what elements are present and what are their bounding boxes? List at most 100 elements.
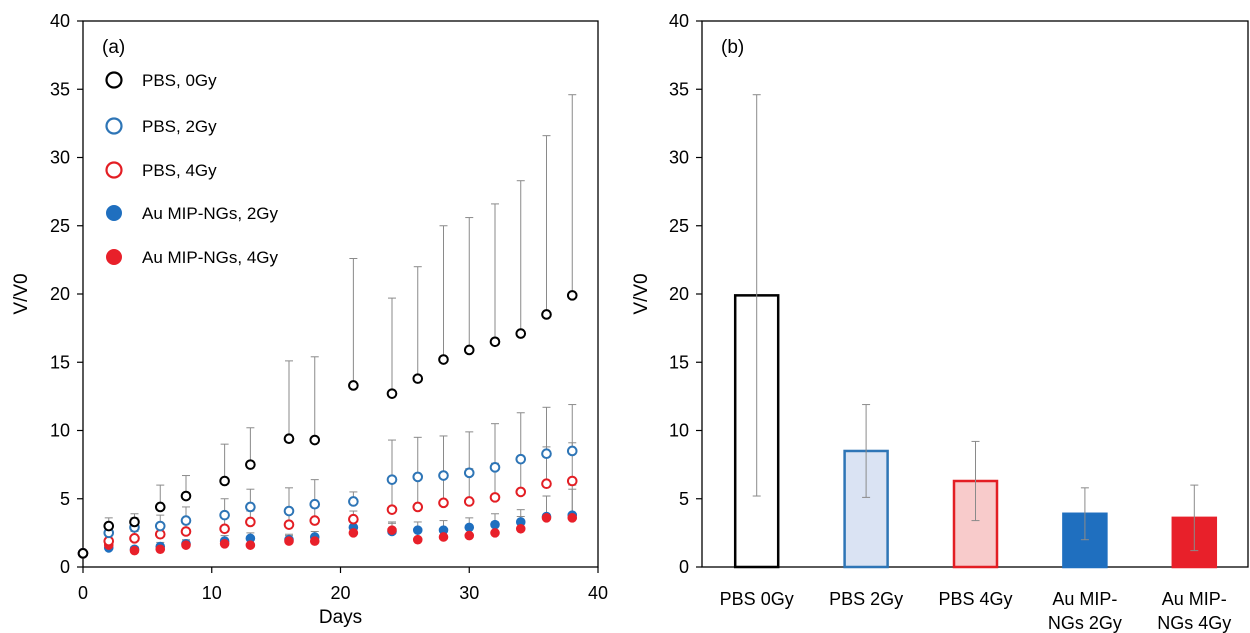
y-tick-label: 5 [60,489,70,509]
data-point [77,548,89,559]
data-point [245,516,256,528]
legend-marker [106,205,122,221]
panel-label: (b) [721,37,744,58]
data-point [489,462,501,473]
data-point [541,478,552,490]
y-tick-label: 25 [669,216,689,236]
x-category-label: PBS 4Gy [938,589,1012,609]
data-point [245,459,256,470]
data-point [309,536,320,546]
panel-b-bar-chart: 0 5 10 15 20 25 30 35 40 V/V0 (b) PBS 0Gy PBS 2Gy PBS… [631,11,1249,633]
data-point [309,515,321,526]
data-point [566,290,578,301]
data-point [283,505,295,517]
data-point [567,513,578,523]
x-tick-label: 10 [202,583,222,603]
data-point [245,501,256,513]
legend-entry: PBS, 0Gy [142,71,217,90]
data-point [412,525,423,535]
data-point [438,497,449,509]
data-point [129,516,140,528]
legend-marker [106,249,122,265]
data-point [283,519,295,530]
x-category-label: Au MIP- [1162,589,1227,609]
y-tick-label: 20 [669,284,689,304]
data-point [348,496,359,507]
data-point [566,445,578,457]
legend-entry: PBS, 4Gy [142,161,217,180]
data-point [412,471,424,483]
data-point [489,336,501,348]
legend-entry: PBS, 2Gy [142,117,217,136]
data-point [154,501,166,513]
data-point [412,501,424,513]
legend-marker [105,117,123,135]
y-tick-label: 30 [50,148,70,168]
data-point [386,474,398,485]
legend-entry: Au MIP-NGs, 4Gy [142,248,279,267]
legend-marker [105,161,123,179]
legend-entry: Au MIP-NGs, 2Gy [142,204,279,223]
y-tick-label: 35 [50,79,70,99]
y-tick-label: 25 [50,216,70,236]
data-point [348,513,359,525]
data-point [515,328,527,339]
y-tick-label: 15 [50,352,70,372]
data-point [103,520,115,532]
x-category-label: NGs 2Gy [1048,613,1122,633]
panel-a-scatter-chart: 0 5 10 15 20 25 30 35 40 0 10 20 30 40 Days V/V0 (a) PBS,… [11,11,608,628]
data-point [219,475,230,487]
data-point [386,388,398,399]
x-category-label: PBS 0Gy [720,589,794,609]
data-point [180,490,192,502]
data-point [348,380,359,391]
data-point [154,520,166,532]
data-point [180,515,192,526]
data-point [181,540,191,550]
data-point [412,373,424,384]
data-point [566,475,578,487]
data-point [309,498,321,510]
x-tick-label: 20 [330,583,350,603]
data-point [219,509,230,521]
data-point [284,536,294,546]
data-point [438,470,449,481]
data-point [489,492,501,503]
y-tick-label: 5 [679,489,689,509]
data-point [129,533,140,544]
data-point [515,453,527,465]
y-tick-label: 30 [669,148,689,168]
data-point [463,496,475,507]
data-point [515,523,526,534]
y-tick-label: 10 [669,421,689,441]
data-point [464,522,475,533]
y-axis-label: V/V0 [11,273,32,314]
x-tick-label: 40 [588,583,608,603]
x-category-label: Au MIP- [1052,589,1117,609]
data-point [541,309,552,320]
y-tick-label: 20 [50,284,70,304]
data-point [464,530,475,541]
data-point [463,344,475,356]
data-point [541,448,552,460]
data-point [348,528,359,538]
y-tick-label: 40 [669,11,689,31]
data-point [219,523,230,535]
panel-label: (a) [102,37,125,58]
y-tick-label: 10 [50,421,70,441]
data-point [155,544,166,555]
data-point [490,528,500,538]
x-tick-label: 0 [78,583,88,603]
data-point [309,434,321,446]
data-point [515,486,527,498]
x-tick-label: 30 [459,583,479,603]
data-point [438,532,449,542]
y-tick-label: 0 [60,557,70,577]
data-point [412,534,423,545]
data-point [490,519,500,530]
data-point [245,540,256,550]
x-category-label: NGs 4Gy [1157,613,1231,633]
x-category-label: PBS 2Gy [829,589,903,609]
y-tick-label: 35 [669,79,689,99]
